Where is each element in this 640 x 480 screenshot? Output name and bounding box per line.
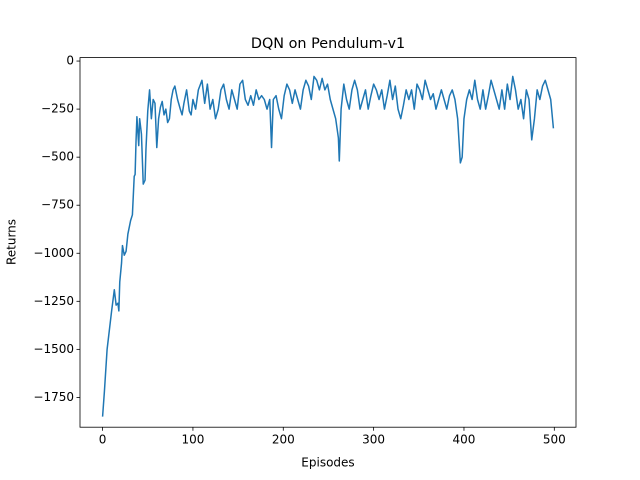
chart-title: DQN on Pendulum-v1 [251,36,405,52]
y-tick-label: −1750 [33,390,74,404]
y-tick-label: 0 [66,54,74,68]
y-tick-label: −750 [41,198,74,212]
y-tick-label: −1000 [33,246,74,260]
x-tick-label: 500 [543,433,566,447]
x-tick-label: 400 [453,433,476,447]
plot-frame [79,57,577,428]
x-axis-label: Episodes [301,456,354,470]
y-tick-label: −500 [41,150,74,164]
line [101,75,555,417]
x-tick-label: 200 [272,433,295,447]
y-tick-label: −250 [41,102,74,116]
y-axis-label: Returns [5,219,19,265]
x-tick-label: 0 [99,433,107,447]
x-tick-label: 100 [181,433,204,447]
y-tick-label: −1250 [33,294,74,308]
x-tick-label: 300 [362,433,385,447]
y-tick-label: −1500 [33,342,74,356]
